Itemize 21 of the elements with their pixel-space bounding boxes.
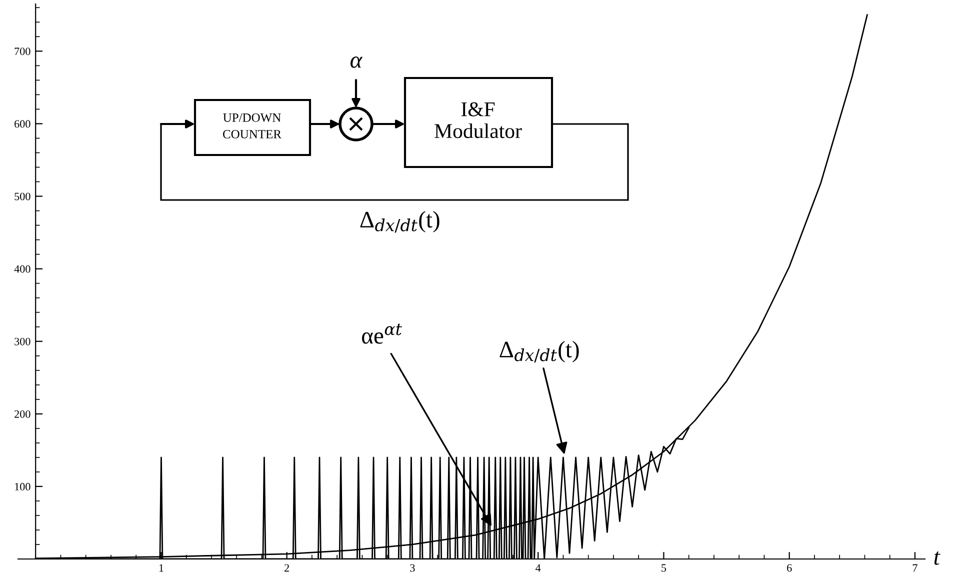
y-tick-label: 600 xyxy=(14,120,30,128)
x-tick-label: 6 xyxy=(787,564,792,572)
x-axis-title: t xyxy=(934,551,940,565)
y-tick-label: 400 xyxy=(14,265,30,273)
x-tick-label: 1 xyxy=(159,564,164,572)
y-tick-label: 700 xyxy=(14,48,30,56)
annotation: Δ$_{dx/dt}$(t) xyxy=(360,211,440,233)
x-tick-label: 7 xyxy=(912,564,918,572)
x-tick-label: 4 xyxy=(536,564,541,572)
y-tick-label: 200 xyxy=(14,410,30,418)
annotation: Δ$_{dx/dt}$(t) xyxy=(500,340,579,362)
annotation: α xyxy=(350,56,363,68)
annotation: UP/DOWN COUNTER xyxy=(223,113,282,138)
annotation: I&F Modulator xyxy=(434,102,522,138)
x-tick-label: 3 xyxy=(410,564,415,572)
x-tick-label: 2 xyxy=(284,564,289,572)
y-tick-label: 500 xyxy=(14,192,30,200)
x-tick-label: 5 xyxy=(662,564,666,572)
y-tick-label: 300 xyxy=(14,338,30,346)
annotation: αe$^{αt}$ xyxy=(362,324,402,344)
y-tick-label: 100 xyxy=(15,482,30,490)
